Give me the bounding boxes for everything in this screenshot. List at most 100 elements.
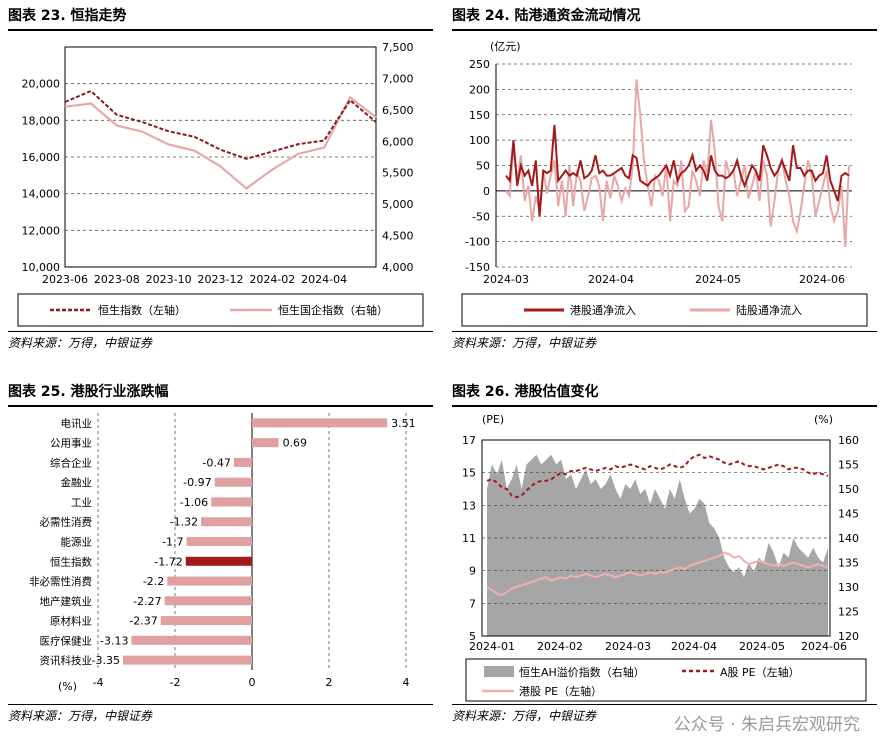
x-tick-label: -2: [170, 676, 181, 689]
y-right-tick-label: 120: [838, 630, 859, 643]
hsi-trend-chart: 10,000 12,000 14,000 16,000 18,000 20,000 4,00…: [17, 41, 424, 327]
y-left-tick-label: 15: [462, 467, 476, 480]
bar: [252, 418, 388, 428]
y-tick-label: 50: [476, 160, 490, 173]
y-right-tick-label: 7,500: [382, 41, 414, 54]
category-label: 地产建筑业: [40, 595, 93, 608]
source-rule: [452, 704, 877, 705]
y-tick-label: 250: [469, 58, 490, 71]
legend-box: [17, 293, 424, 327]
legend-label-northbound: 陆股通净流入: [736, 303, 802, 317]
value-label: -2.27: [133, 595, 161, 608]
value-label: -0.97: [183, 476, 211, 489]
y-tick-label: -50: [472, 210, 490, 223]
legend-label-hsi: 恒生指数（左轴）: [98, 303, 186, 317]
x-tick-label: 2024-01: [469, 640, 515, 653]
y-tick-label: -150: [465, 261, 490, 274]
legend-label-a-share-pe: A股 PE（左轴）: [720, 665, 800, 679]
x-unit-label: (%): [58, 680, 77, 693]
panel-hk-valuation: 图表 26. 港股估值变化 (PE) (%) 5 7 9 11 13 15 17 120 125 13…: [452, 381, 877, 726]
bar: [123, 655, 253, 665]
bar: [201, 517, 252, 527]
series-line-hsi: [64, 89, 377, 160]
x-tick-label: 2024-04: [301, 273, 347, 286]
x-tick-label: 2024-02: [537, 640, 583, 653]
y-tick-label: 0: [483, 185, 490, 198]
value-label: -1.06: [180, 496, 208, 509]
stock-connect-chart: (亿元) -150 -100 -50 0 50 100 150 200 250 2024-03 202…: [461, 40, 868, 327]
y-right-tick-label: 160: [838, 434, 859, 447]
y-left-tick-label: 7: [469, 597, 476, 610]
y-left-tick-label: 16,000: [22, 151, 61, 164]
sector-returns-chart: -4 -2 0 2 4 (%) 电讯业 3.51 公用事业 0.69 综合企业 -0.47 金融业 -0.…: [29, 413, 416, 693]
value-label: -1.7: [162, 536, 183, 549]
bar: [214, 477, 252, 487]
y-right-tick-label: 125: [838, 606, 859, 619]
panel-source: 资料来源：万得，中银证券: [452, 336, 597, 350]
x-tick-label: 2: [326, 676, 333, 689]
panel-hsi-trend: 图表 23. 恒指走势 10,000 12,000 14,000 16,000 18,0…: [8, 5, 433, 350]
category-label: 综合企业: [50, 456, 92, 469]
y-tick-label: 150: [469, 109, 490, 122]
x-tick-label: 2024-03: [483, 273, 529, 286]
value-label: -1.32: [170, 516, 198, 529]
x-tick-label: 2024-06: [799, 273, 845, 286]
source-rule: [8, 704, 433, 705]
y-right-tick-label: 5,000: [382, 198, 414, 211]
bar: [233, 457, 252, 467]
series-line-a-share-pe: [486, 453, 829, 499]
category-label: 工业: [71, 497, 92, 509]
value-label: -3.13: [100, 634, 128, 647]
x-tick-label: 0: [249, 676, 256, 689]
category-label: 能源业: [61, 536, 93, 549]
panel-title: 图表 25. 港股行业涨跌幅: [8, 384, 169, 400]
bar: [164, 596, 252, 606]
plot-frame: [481, 439, 831, 637]
value-label: -2.37: [129, 615, 157, 628]
y-right-tick-label: 155: [838, 459, 859, 472]
x-tick-label: 2024-03: [605, 640, 651, 653]
category-label: 电讯业: [61, 417, 93, 430]
value-label: -3.35: [92, 654, 120, 667]
series-line-hk-pe: [486, 551, 829, 597]
source-rule: [452, 331, 877, 332]
watermark: 公众号 · 朱启兵宏观研究: [673, 715, 860, 735]
series-line-northbound: [505, 79, 850, 247]
y-unit-label: (亿元): [490, 40, 521, 53]
y-left-tick-label: 10,000: [22, 261, 61, 274]
source-rule: [8, 331, 433, 332]
y-right-tick-label: 7,000: [382, 72, 414, 85]
panel-title: 图表 26. 港股估值变化: [452, 384, 599, 400]
bar: [131, 635, 252, 645]
x-tick-label: 4: [403, 676, 410, 689]
y-left-tick-label: 17: [462, 434, 476, 447]
y-left-tick-label: 5: [469, 630, 476, 643]
y-right-tick-label: 130: [838, 581, 859, 594]
title-rule: [452, 29, 877, 31]
panel-title: 图表 24. 陆港通资金流动情况: [452, 8, 641, 24]
y-right-tick-label: 135: [838, 557, 859, 570]
x-tick-label: 2023-10: [146, 273, 192, 286]
y-right-tick-label: 145: [838, 508, 859, 521]
y-tick-label: 100: [469, 134, 490, 147]
bar: [185, 556, 252, 566]
category-label: 必需性消费: [40, 516, 93, 529]
y-left-unit-label: (PE): [482, 413, 504, 426]
y-right-tick-label: 150: [838, 483, 859, 496]
legend-label-hscei: 恒生国企指数（右轴）: [278, 303, 388, 317]
bar: [252, 438, 279, 448]
x-tick-label: 2024-05: [739, 640, 785, 653]
category-label: 原材料业: [50, 615, 92, 628]
y-left-tick-label: 13: [462, 499, 476, 512]
value-label: -0.47: [202, 456, 230, 469]
category-label: 资讯科技业: [40, 654, 93, 667]
value-label: 3.51: [391, 417, 416, 430]
title-rule: [8, 29, 433, 31]
series-line-hscei: [64, 95, 377, 190]
y-left-tick-label: 12,000: [22, 224, 61, 237]
y-right-tick-label: 6,500: [382, 104, 414, 117]
y-left-tick-label: 9: [469, 565, 476, 578]
title-rule: [8, 405, 433, 407]
panel-source: 资料来源：万得，中银证券: [8, 709, 153, 723]
bar: [211, 497, 252, 507]
